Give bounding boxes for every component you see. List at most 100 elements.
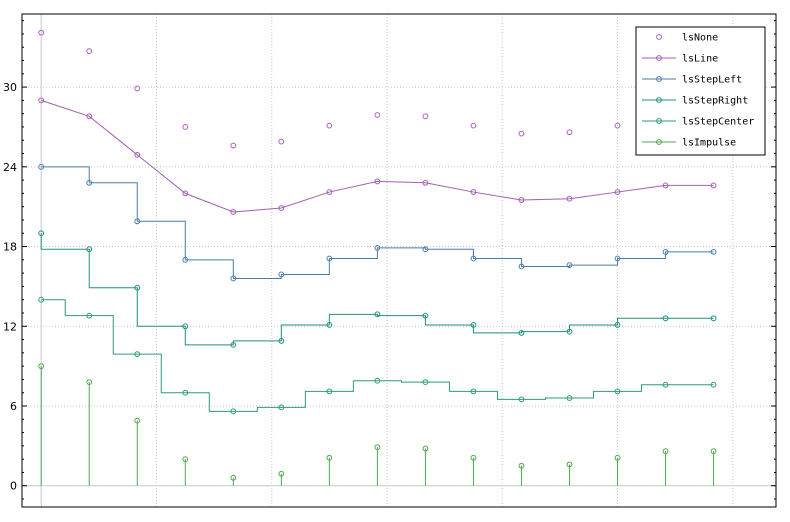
data-point [470, 322, 477, 328]
data-point [374, 444, 381, 451]
legend-label: lsStepRight [682, 96, 748, 107]
data-point [614, 388, 621, 395]
legend-item-lsStepRight: lsStepRight [642, 96, 748, 107]
legend-swatch-marker [656, 55, 662, 61]
legend-swatch-marker [656, 34, 662, 40]
series-lsLine [38, 97, 717, 215]
data-point [518, 330, 525, 336]
data-point [710, 248, 717, 255]
data-point [38, 97, 45, 104]
data-point [662, 182, 669, 189]
series-line [41, 299, 714, 412]
data-point [86, 48, 93, 55]
data-point [278, 271, 285, 278]
legend: lsNone lsLine lsStepLeft lsStepRight lsStepC… [635, 26, 766, 156]
data-point [566, 262, 573, 269]
data-point [470, 388, 477, 395]
data-point [230, 209, 237, 215]
data-point [134, 218, 141, 225]
data-point [518, 130, 525, 137]
data-point [662, 381, 669, 388]
series [38, 29, 717, 486]
data-point [710, 381, 717, 388]
data-point [326, 454, 333, 461]
data-point [422, 179, 429, 186]
data-point [470, 122, 477, 129]
legend-swatch-marker [656, 139, 662, 145]
data-point [614, 122, 621, 129]
data-point [230, 142, 237, 149]
data-point [182, 389, 189, 396]
data-point [566, 395, 573, 401]
series-line [41, 99, 714, 213]
data-point [38, 296, 45, 303]
data-point [374, 178, 381, 185]
data-point [566, 461, 573, 468]
data-point [326, 322, 333, 328]
data-point [326, 255, 333, 262]
data-point [374, 244, 381, 251]
legend-swatch-marker [656, 118, 662, 124]
data-point [518, 197, 525, 203]
data-point [38, 163, 45, 170]
data-point [86, 179, 93, 186]
series-lsStepLeft [38, 163, 717, 282]
data-point [182, 124, 189, 130]
data-point [374, 112, 381, 118]
data-point [230, 408, 237, 415]
legend-swatch-marker [656, 76, 662, 82]
data-point [710, 448, 717, 455]
data-point [566, 195, 573, 202]
series-line [41, 166, 714, 279]
data-point [38, 363, 45, 370]
y-tick-label: 24 [3, 161, 17, 174]
data-point [326, 122, 333, 129]
data-point [278, 138, 285, 145]
data-point [86, 246, 93, 253]
legend-label: lsImpulse [682, 138, 736, 149]
data-point [278, 205, 285, 211]
data-point [470, 255, 477, 262]
y-tick-label: 18 [3, 241, 17, 254]
data-point [134, 417, 141, 424]
data-point [374, 377, 381, 384]
data-point [422, 113, 429, 120]
y-tick-label: 0 [10, 480, 17, 493]
data-point [662, 315, 669, 322]
legend-item-lsLine: lsLine [642, 54, 718, 65]
data-point [278, 337, 285, 344]
data-point [566, 129, 573, 136]
data-point [86, 312, 93, 319]
legend-item-lsImpulse: lsImpulse [642, 138, 736, 149]
legend-item-lsStepLeft: lsStepLeft [642, 75, 742, 86]
axes: 0 6 12 18 24 30 [3, 13, 777, 508]
data-point [614, 189, 621, 195]
series-lsStepRight [38, 230, 717, 348]
series-lsImpulse [38, 363, 717, 486]
data-point [710, 315, 717, 322]
data-point [518, 462, 525, 469]
y-tick-label: 30 [3, 81, 17, 94]
series-lsStepCenter [38, 296, 717, 415]
data-point [470, 454, 477, 461]
data-point [134, 351, 141, 358]
data-point [230, 275, 237, 282]
data-point [614, 255, 621, 262]
legend-label: lsLine [682, 54, 718, 65]
data-point [662, 248, 669, 255]
series-line [40, 233, 714, 346]
data-point [326, 388, 333, 395]
data-point [134, 284, 141, 291]
legend-box [635, 26, 766, 156]
legend-label: lsNone [682, 33, 718, 44]
data-point [422, 246, 429, 253]
data-point [38, 29, 45, 36]
data-point [518, 396, 525, 403]
data-point [230, 474, 237, 481]
data-point [230, 341, 237, 348]
data-point [422, 379, 429, 385]
y-tick-label: 6 [10, 400, 17, 413]
legend-swatch-marker [656, 97, 662, 103]
data-point [470, 189, 477, 195]
data-point [614, 454, 621, 461]
